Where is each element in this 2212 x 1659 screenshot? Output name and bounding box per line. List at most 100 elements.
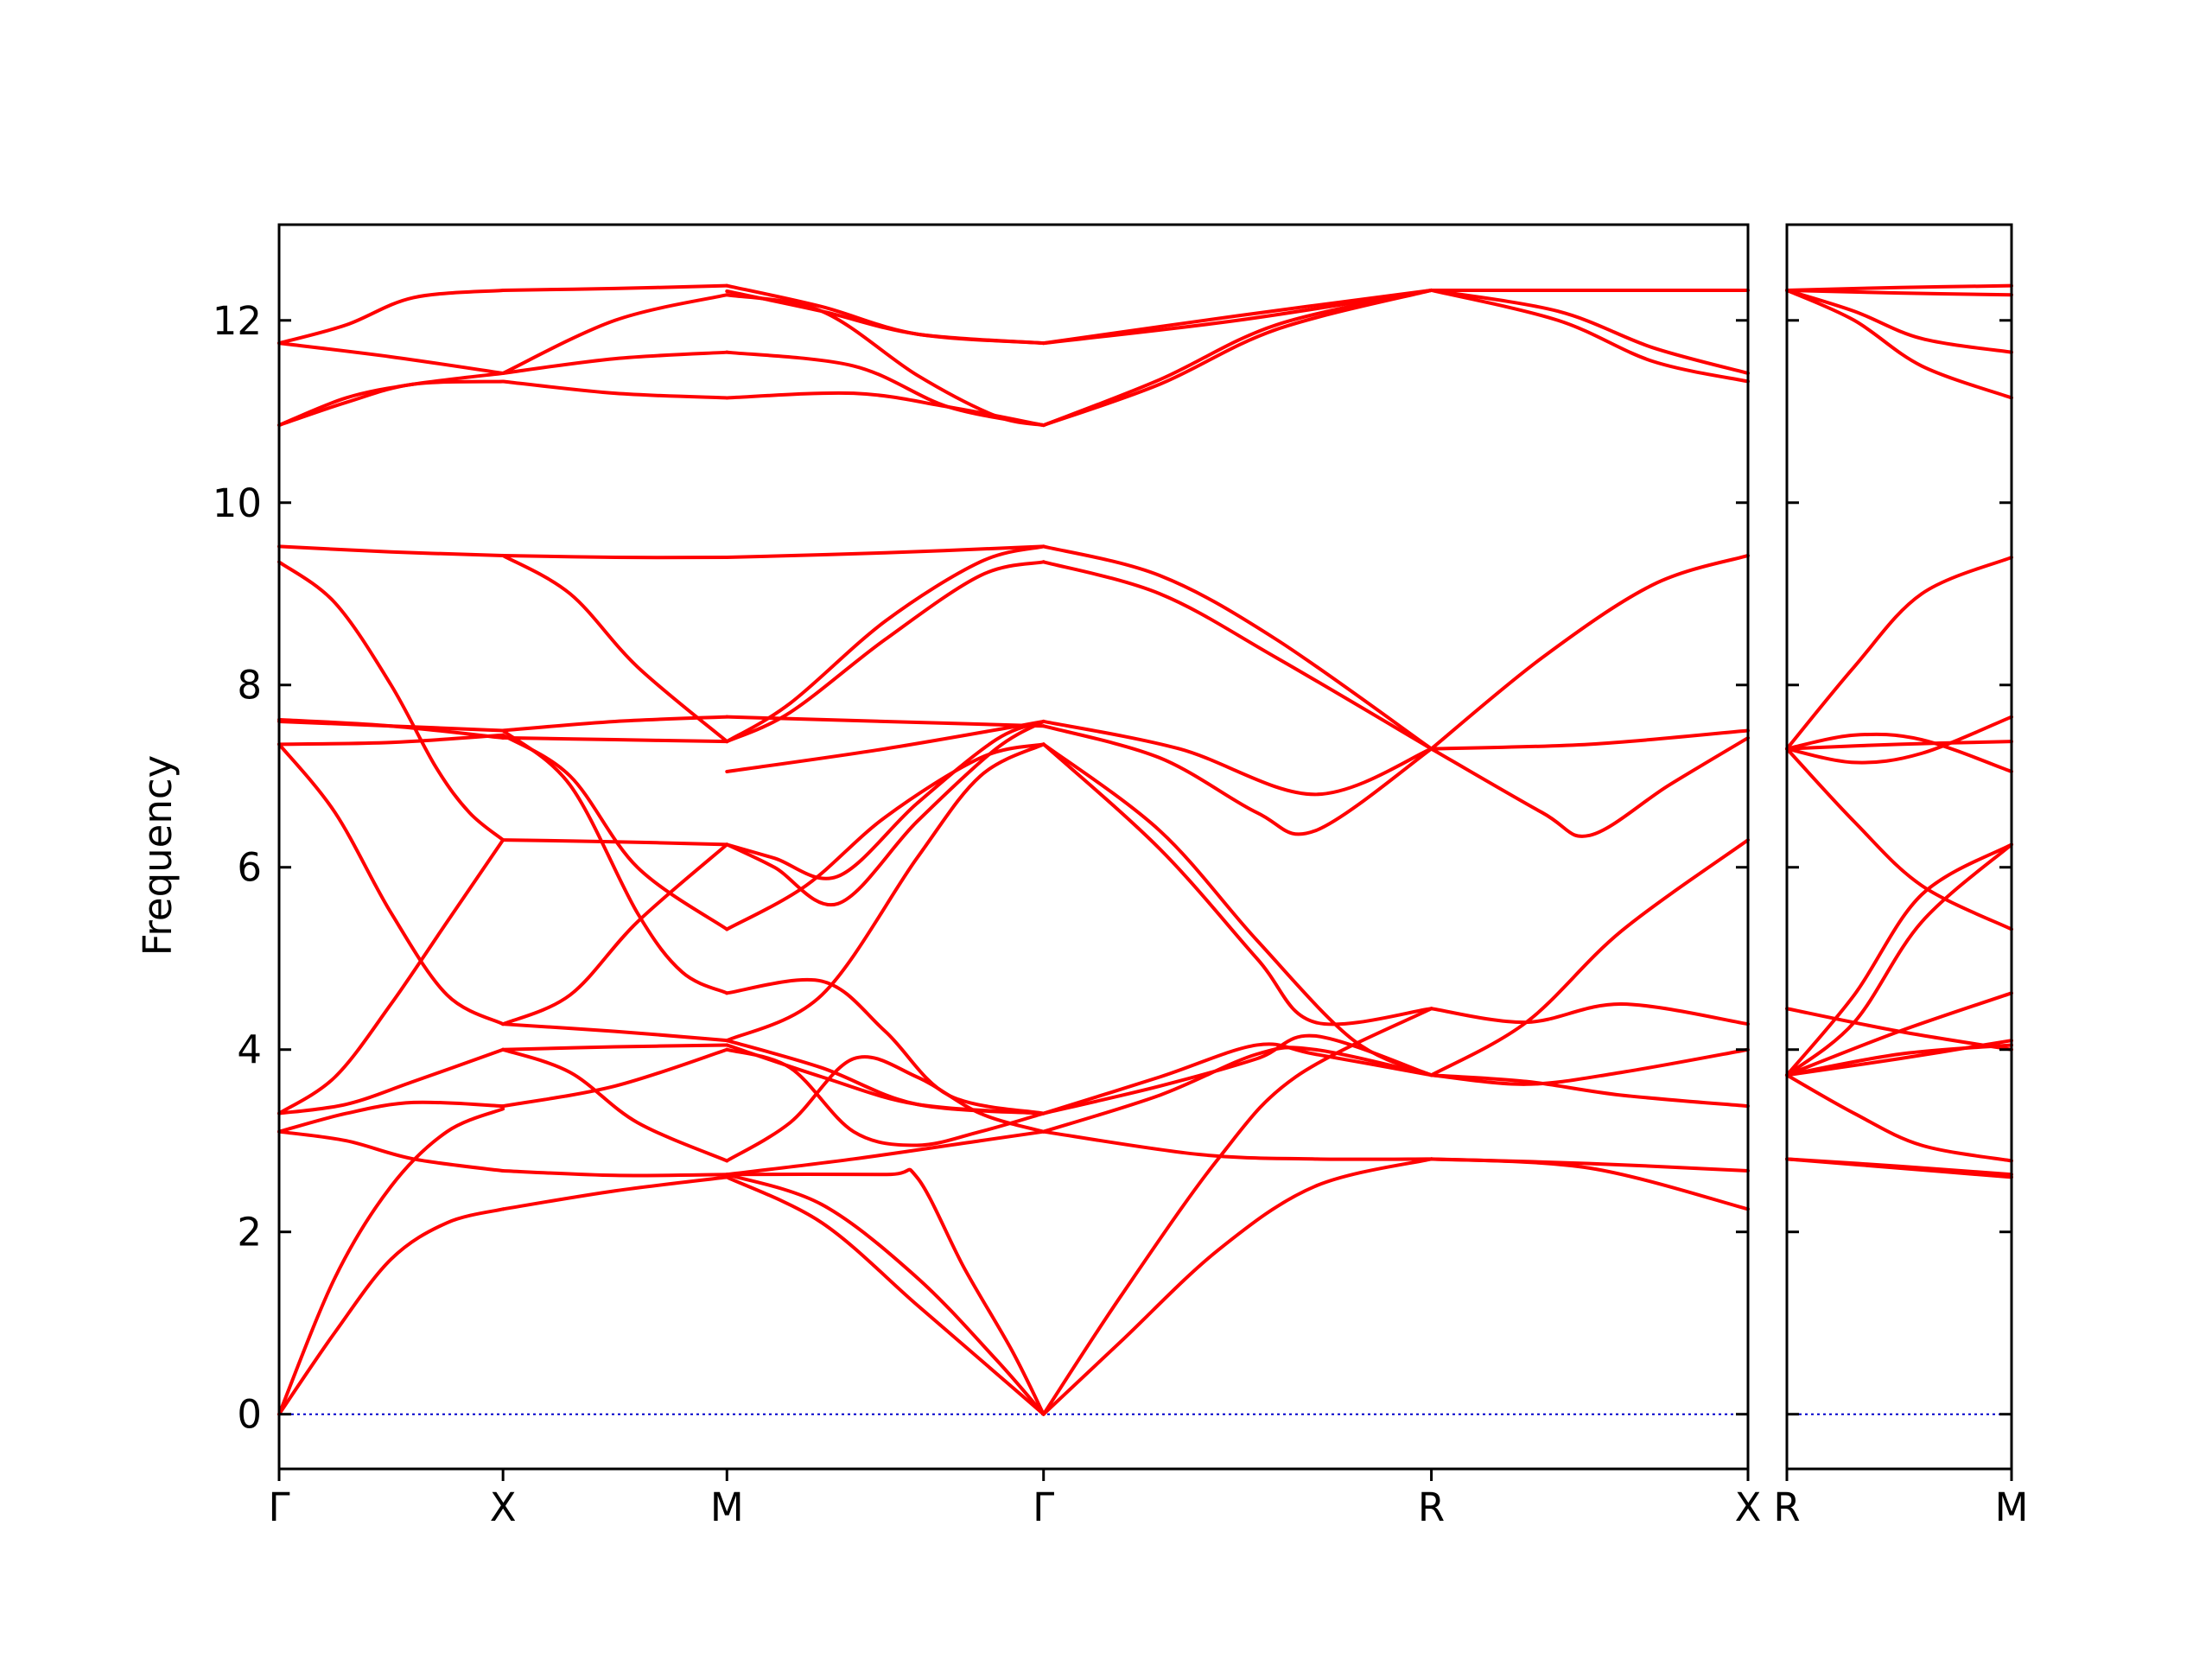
panel-main-segment-1-band-17 — [501, 283, 729, 292]
panel-main-segment-1-band-13 — [501, 553, 729, 560]
panel-main-segment-0-band-13 — [277, 371, 505, 428]
y-tick-label: 12 — [213, 298, 262, 344]
panel-main-segment-3-band-6 — [1041, 742, 1433, 1027]
panel-main-segment-3-band-15 — [1041, 288, 1433, 346]
y-tick-label: 6 — [237, 845, 262, 891]
panel-main-segment-3-band-9 — [1041, 719, 1433, 797]
panel-main-segment-2-band-15 — [725, 544, 1046, 744]
panel-main-segment-4-band-2 — [1429, 1073, 1750, 1109]
panel-main-segment-3-band-12 — [1041, 288, 1433, 428]
panel-main-segment-2-band-17 — [725, 544, 1046, 560]
panel-side-segment-0-band-7 — [1785, 842, 2013, 1077]
panel-side-segment-0-band-5 — [1785, 1007, 2013, 1052]
panel-main-xtick-label: Γ — [1033, 1484, 1054, 1530]
panel-main-segment-2-band-20 — [725, 293, 1046, 428]
panel-main-segment-4-band-7 — [1429, 735, 1750, 838]
panel-main-segment-1-band-10 — [501, 735, 729, 744]
panel-side-xtick-label: M — [1995, 1484, 2029, 1530]
panel-main-segment-4-band-4 — [1429, 1001, 1750, 1027]
panel-main-segment-2-band-13 — [725, 719, 1046, 773]
y-axis-label: Frequency — [135, 755, 181, 956]
panel-main-segment-1-band-0 — [501, 1175, 729, 1211]
panel-main-segment-3-band-13 — [1041, 288, 1433, 428]
panel-main-segment-3-band-5 — [1041, 1033, 1433, 1116]
panel-side-segment-0-band-14 — [1785, 288, 2013, 400]
panel-main-segment-2-band-12 — [725, 719, 1046, 880]
panel-main-segment-0-band-14 — [277, 341, 505, 375]
y-tick-label: 0 — [237, 1392, 262, 1438]
panel-main-segment-1-band-3 — [501, 1043, 729, 1052]
panel-main-segment-4-band-1 — [1429, 1157, 1750, 1173]
panel-main-segment-3-band-10 — [1041, 560, 1433, 751]
panel-main-segment-0-band-2 — [277, 1129, 505, 1173]
panel-main-segment-0-band-10 — [277, 560, 505, 842]
panel-main-segment-2-band-14 — [725, 560, 1046, 744]
panel-main-segment-0-band-11 — [277, 544, 505, 557]
panel-main-segment-0-band-1 — [277, 1107, 505, 1416]
y-tick-label: 8 — [237, 663, 262, 709]
panel-main-segment-3-band-2 — [1041, 1129, 1433, 1161]
panel-main-segment-4-band-6 — [1429, 728, 1750, 751]
panel-main-segment-1-band-6 — [501, 842, 729, 1027]
panel-main-segment-4-band-8 — [1429, 553, 1750, 751]
panel-main-segment-1-band-5 — [501, 1047, 729, 1163]
panel-main-segment-0-band-0 — [277, 1207, 505, 1416]
panel-main-frame — [277, 223, 1750, 1471]
panel-side-segment-0-band-1 — [1785, 1157, 2013, 1179]
panel-main-segment-0-band-7 — [277, 733, 505, 747]
panel-main-segment-2-band-2 — [725, 1167, 1046, 1416]
panel-main-segment-1-band-14 — [501, 379, 729, 400]
panel-main-segment-1-band-8 — [501, 733, 729, 931]
panel-side-segment-0-band-10 — [1785, 732, 2013, 773]
panel-main-segment-2-band-0 — [725, 1175, 1046, 1416]
panel-main-segment-3-band-3 — [1041, 1046, 1433, 1134]
panel-side-segment-0-band-8 — [1785, 842, 2013, 1077]
panel-main-segment-1-band-15 — [501, 350, 729, 375]
panel-main-segment-4-band-10 — [1429, 288, 1750, 375]
panel-main-segment-3-band-1 — [1041, 1007, 1433, 1416]
panel-main-segment-0-band-4 — [277, 1047, 505, 1116]
panel-main-segment-1-band-16 — [501, 293, 729, 375]
panel-side-frame — [1785, 223, 2013, 1471]
panel-side-segment-0-band-15 — [1785, 288, 2013, 354]
panel-main-segment-1-band-9 — [501, 728, 729, 995]
panel-main-segment-2-band-1 — [725, 1173, 1046, 1416]
panel-side-segment-0-band-17 — [1785, 283, 2013, 292]
panel-main-segment-0-band-9 — [277, 717, 505, 740]
panel-side-segment-0-band-13 — [1785, 556, 2013, 751]
y-tick-label: 4 — [237, 1027, 262, 1073]
panel-main-segment-3-band-4 — [1041, 1042, 1433, 1116]
panel-main-segment-4-band-5 — [1429, 838, 1750, 1077]
y-tick-label: 10 — [213, 480, 262, 526]
panel-main-segment-2-band-9 — [725, 742, 1046, 1043]
panel-main-segment-1-band-11 — [501, 715, 729, 733]
panel-main-segment-4-band-3 — [1429, 1047, 1750, 1086]
panel-main-segment-2-band-4 — [725, 1055, 1046, 1163]
panel-main-segment-3-band-11 — [1041, 544, 1433, 751]
panel-side-segment-0-band-9 — [1785, 747, 2013, 931]
y-tick-label: 2 — [237, 1210, 262, 1255]
panel-main-segment-0-band-15 — [277, 288, 505, 346]
panel-main-segment-2-band-3 — [725, 1129, 1046, 1177]
panel-main-segment-3-band-0 — [1041, 1157, 1433, 1416]
panel-main-segment-2-band-8 — [725, 977, 1046, 1116]
panel-main-segment-2-band-7 — [725, 1047, 1046, 1147]
panel-main-segment-2-band-6 — [725, 1039, 1046, 1116]
panel-side-segment-0-band-2 — [1785, 1073, 2013, 1163]
panel-side-xtick-label: R — [1773, 1484, 1800, 1530]
bands-layer — [277, 283, 2013, 1416]
panel-main-segment-0-band-5 — [277, 838, 505, 1116]
panel-main-segment-1-band-12 — [501, 553, 729, 744]
panel-side-segment-0-band-6 — [1785, 991, 2013, 1077]
panel-main-segment-2-band-18 — [725, 391, 1046, 428]
panel-main-segment-2-band-11 — [725, 719, 1046, 907]
panel-main-segment-3-band-7 — [1041, 742, 1433, 1077]
panel-main-segment-0-band-6 — [277, 742, 505, 1027]
panel-main-segment-1-band-1 — [501, 1169, 729, 1178]
panel-main-xtick-label: R — [1418, 1484, 1445, 1530]
panel-main-xtick-label: Γ — [268, 1484, 289, 1530]
panel-main-segment-2-band-16 — [725, 715, 1046, 728]
panel-side-segment-0-band-11 — [1785, 715, 2013, 765]
panel-main-segment-1-band-4 — [501, 1022, 729, 1043]
